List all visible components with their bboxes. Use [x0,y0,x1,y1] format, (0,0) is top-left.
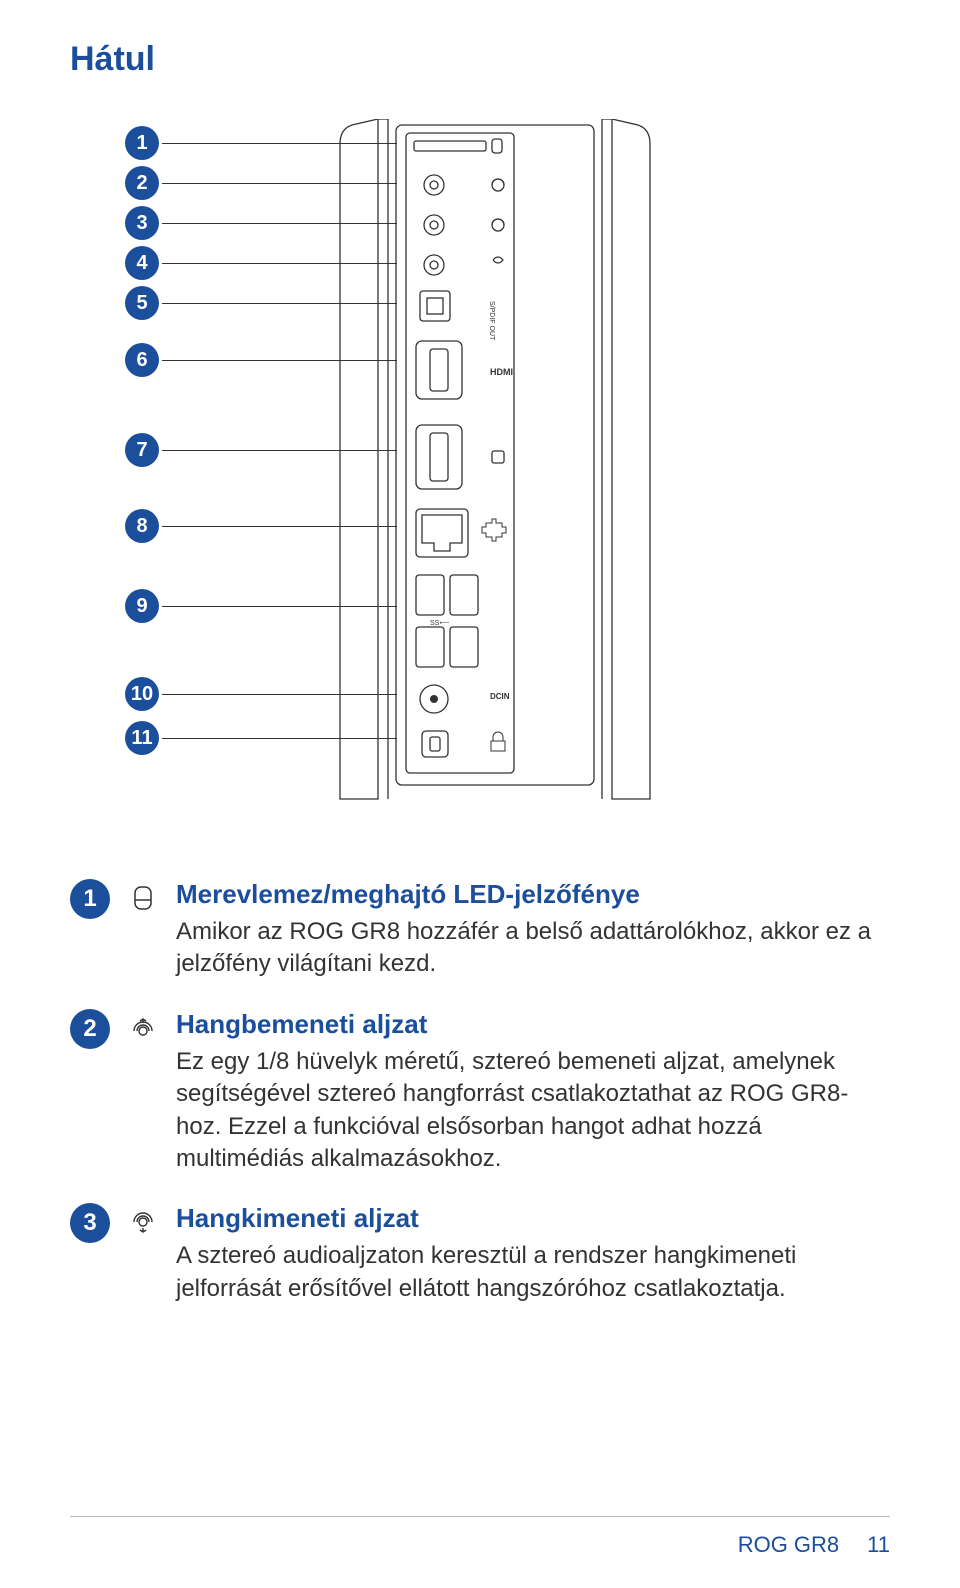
desc-title: Merevlemez/meghajtó LED-jelzőfénye [176,879,890,910]
callout-6: 6 [125,343,159,377]
page-footer: ROG GR8 11 [70,1516,890,1558]
svg-text:S/PDIF OUT: S/PDIF OUT [488,301,495,341]
desc-item-2: 2 Hangbemeneti aljzat Ez egy 1/8 hüvelyk… [70,1009,890,1176]
callout-7: 7 [125,433,159,467]
desc-text: A sztereó audioaljzaton keresztül a rend… [176,1240,890,1305]
desc-badge-1: 1 [70,879,110,919]
descriptions: 1 Merevlemez/meghajtó LED-jelzőfénye Ami… [70,879,890,1305]
audio-out-icon [128,1203,158,1305]
callout-9: 9 [125,589,159,623]
desc-title: Hangbemeneti aljzat [176,1009,890,1040]
callout-1: 1 [125,126,159,160]
callout-8: 8 [125,509,159,543]
desc-badge-2: 2 [70,1009,110,1049]
desc-title: Hangkimeneti aljzat [176,1203,890,1234]
rear-panel-diagram: 1 2 3 4 5 6 7 8 9 10 11 [70,109,890,829]
desc-item-3: 3 Hangkimeneti aljzat A sztereó audioalj… [70,1203,890,1305]
svg-text:SS⟵: SS⟵ [430,620,449,627]
callout-3: 3 [125,206,159,240]
callout-11: 11 [125,721,159,755]
device-outline: S/PDIF OUT HDMI SS⟵ [330,119,660,819]
callout-10: 10 [125,677,159,711]
audio-in-icon [128,1009,158,1176]
svg-text:DCIN: DCIN [490,692,510,701]
footer-doc-name: ROG GR8 [738,1532,839,1558]
svg-text:HDMI: HDMI [490,367,513,377]
hdd-icon [128,879,158,981]
callout-2: 2 [125,166,159,200]
callout-4: 4 [125,246,159,280]
desc-item-1: 1 Merevlemez/meghajtó LED-jelzőfénye Ami… [70,879,890,981]
desc-badge-3: 3 [70,1203,110,1243]
section-heading: Hátul [70,40,890,79]
desc-text: Amikor az ROG GR8 hozzáfér a belső adatt… [176,916,890,981]
desc-text: Ez egy 1/8 hüvelyk méretű, sztereó bemen… [176,1046,890,1176]
footer-page-number: 11 [867,1532,890,1558]
callout-5: 5 [125,286,159,320]
